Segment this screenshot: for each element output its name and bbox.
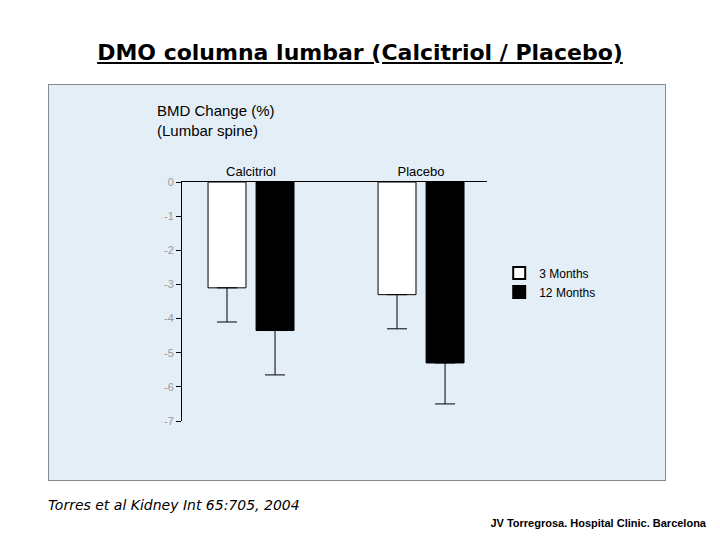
svg-text:-1: -1 <box>164 210 174 222</box>
html-text:JV Torregrosa. Hospital Clinic: JV Torregrosa. Hospital Clinic. Barcelon… <box>490 517 706 529</box>
svg-text:0: 0 <box>168 176 174 188</box>
svg-text:BMD Change (%)(Lumbar spine): BMD Change (%)(Lumbar spine) <box>157 102 275 139</box>
svg-text:-2: -2 <box>164 244 174 256</box>
svg-text:12 Months: 12 Months <box>539 286 595 300</box>
html-text:Torres et al Kidney Int 65:705: Torres et al Kidney Int 65:705, 2004 <box>48 497 300 513</box>
svg-text:-6: -6 <box>164 381 174 393</box>
svg-text:-7: -7 <box>164 415 174 427</box>
svg-text:-4: -4 <box>164 312 174 324</box>
svg-text:3 Months: 3 Months <box>539 267 588 281</box>
svg-text:-3: -3 <box>164 278 174 290</box>
html-text:DMO columna lumbar (Calcitriol: DMO columna lumbar (Calcitriol / Placebo… <box>97 40 623 65</box>
svg-text:Calcitriol: Calcitriol <box>226 164 276 179</box>
svg-text:-5: -5 <box>164 347 174 359</box>
svg-text:Placebo: Placebo <box>398 164 445 179</box>
